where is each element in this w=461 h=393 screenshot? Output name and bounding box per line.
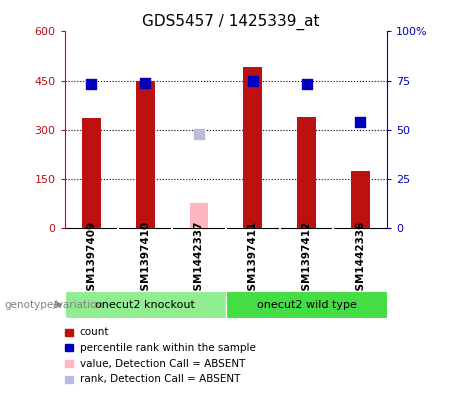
Text: value, Detection Call = ABSENT: value, Detection Call = ABSENT [80, 358, 245, 369]
Text: GSM1397410: GSM1397410 [140, 221, 150, 298]
Point [142, 79, 149, 86]
Point [88, 81, 95, 88]
Bar [65, 360, 73, 367]
Text: genotype/variation: genotype/variation [5, 299, 104, 310]
Point [249, 77, 256, 84]
Bar [189, 204, 208, 228]
Bar [243, 68, 262, 228]
Text: rank, Detection Call = ABSENT: rank, Detection Call = ABSENT [80, 374, 240, 384]
Point [195, 130, 203, 137]
Bar [65, 344, 73, 351]
Text: GSM1397411: GSM1397411 [248, 221, 258, 298]
Text: GSM1442337: GSM1442337 [194, 220, 204, 298]
Text: onecut2 wild type: onecut2 wild type [257, 299, 356, 310]
Point [303, 81, 310, 88]
Bar [351, 171, 370, 228]
Bar [82, 118, 101, 228]
Text: onecut2 knockout: onecut2 knockout [95, 299, 195, 310]
Bar [226, 291, 387, 318]
Bar [65, 329, 73, 336]
Bar [65, 291, 226, 318]
Text: GSM1397412: GSM1397412 [301, 221, 312, 298]
Text: count: count [80, 327, 109, 337]
Bar [297, 117, 316, 228]
Text: GSM1397409: GSM1397409 [86, 221, 96, 298]
Bar [65, 376, 73, 383]
Text: percentile rank within the sample: percentile rank within the sample [80, 343, 256, 353]
Bar [136, 81, 154, 228]
Text: GSM1442336: GSM1442336 [355, 221, 366, 298]
Text: GDS5457 / 1425339_at: GDS5457 / 1425339_at [142, 14, 319, 30]
Point [357, 119, 364, 125]
